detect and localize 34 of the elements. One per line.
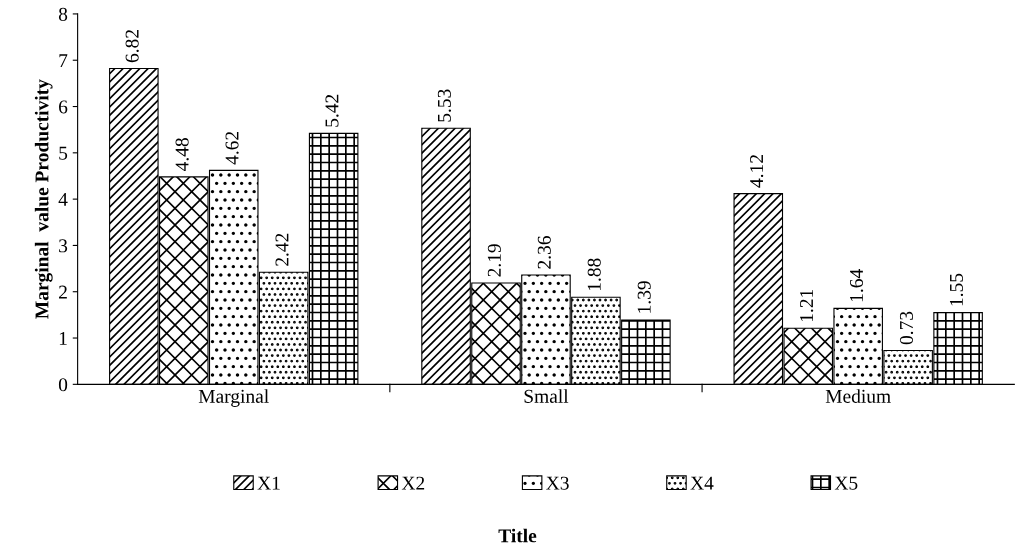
data-label: 2.36 — [537, 236, 551, 269]
x-tick-label: Medium — [825, 389, 891, 403]
data-label: 1.88 — [587, 258, 601, 291]
data-label: 1.39 — [637, 281, 651, 313]
x-tick-label: Marginal — [198, 389, 269, 407]
data-label: 0.73 — [899, 311, 914, 345]
data-label: 5.53 — [437, 89, 451, 122]
legend-label: X2 — [401, 476, 425, 490]
data-label: 6.82 — [125, 30, 139, 63]
y-tick-label: 8 — [58, 7, 68, 21]
data-label: 4.48 — [175, 138, 189, 171]
legend-label: X5 — [834, 476, 858, 490]
data-label: 1.64 — [849, 269, 864, 302]
legend-label: X4 — [690, 476, 714, 490]
data-label: 2.19 — [487, 244, 501, 277]
y-tick-label: 4 — [58, 193, 68, 206]
y-tick-label: 7 — [59, 54, 68, 67]
data-label: 2.42 — [275, 233, 289, 266]
data-label: 1.21 — [800, 289, 814, 322]
y-tick-label: 1 — [59, 331, 67, 345]
y-tick-label: 5 — [59, 146, 68, 160]
data-label: 1.55 — [949, 273, 964, 306]
data-label: 5.42 — [325, 94, 339, 127]
legend-label: X3 — [546, 476, 569, 490]
legend-label: X1 — [257, 476, 280, 490]
x-tick-label: Small — [524, 389, 569, 403]
text: Title — [498, 528, 537, 543]
y-tick-label: 2 — [59, 285, 67, 299]
data-label: 4.12 — [750, 155, 764, 188]
y-tick-label: 0 — [58, 378, 68, 392]
data-label: 4.62 — [225, 131, 239, 165]
y-tick-label: 6 — [59, 100, 68, 114]
y-axis-title: Marginal value Productivity — [34, 79, 53, 319]
y-tick-label: 3 — [59, 239, 68, 253]
